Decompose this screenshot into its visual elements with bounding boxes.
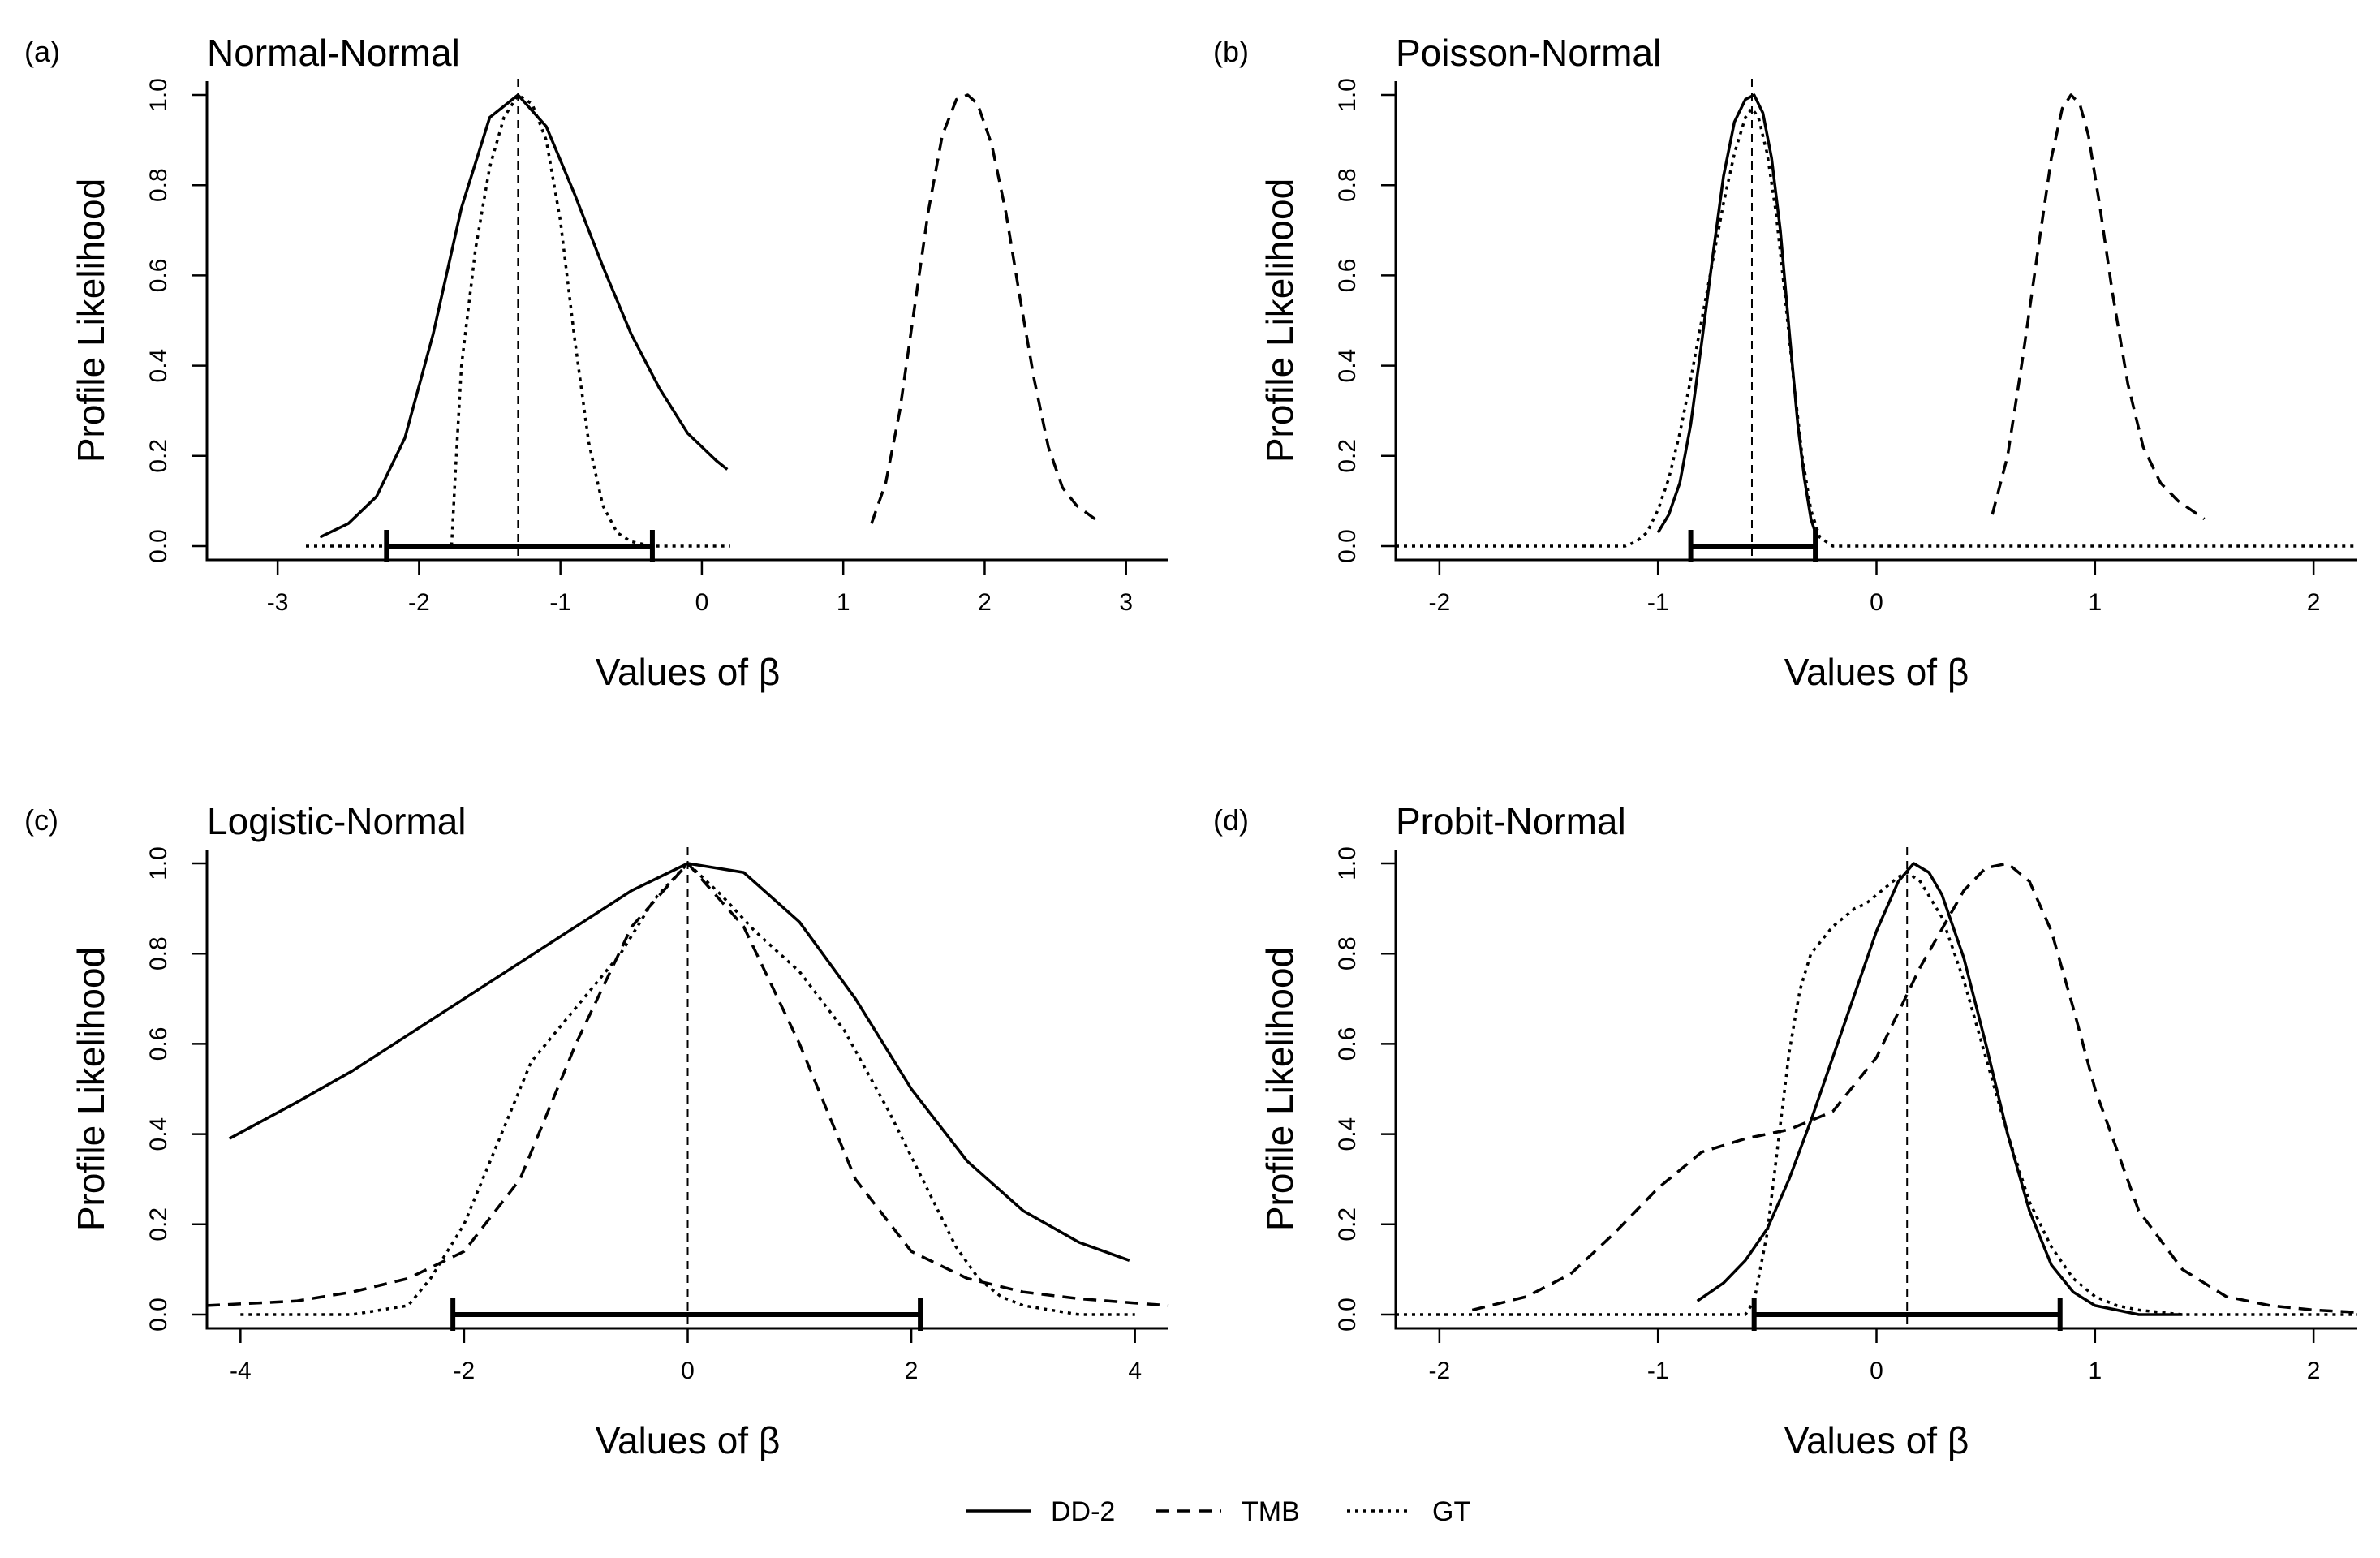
y-tick-label: 0.0 (145, 529, 172, 563)
panel-letter: (c) (24, 803, 58, 837)
x-tick-label: 0 (681, 1358, 695, 1384)
legend-label-gt: GT (1432, 1496, 1470, 1527)
series-dd-2-line (1696, 862, 2183, 1316)
x-tick-label: 1 (2088, 589, 2102, 616)
y-tick-label: 0.0 (145, 1298, 172, 1332)
y-tick-label: 0.4 (1334, 1117, 1361, 1151)
y-tick-label: 0.0 (1334, 529, 1361, 563)
y-tick-label: 0.4 (1334, 349, 1361, 383)
y-tick-label: 0.4 (145, 1117, 172, 1151)
legend-label-dd2: DD-2 (1051, 1496, 1115, 1527)
x-tick-label: 4 (1128, 1358, 1142, 1384)
x-tick-label: -2 (1429, 589, 1451, 616)
legend: DD-2 TMB GT (966, 1496, 1470, 1527)
x-tick-label: 1 (837, 589, 850, 616)
panel-c: (c) Logistic-Normal -4 -2 0 2 4 0.0 0.2 0.4 0.6 0.8… (24, 800, 1169, 1461)
y-tick-label: 1.0 (145, 78, 172, 112)
panel-letter: (a) (24, 35, 60, 68)
x-axis-label: Values of β (1784, 651, 1969, 693)
y-tick-label: 0.8 (1334, 168, 1361, 202)
x-tick-label: -1 (549, 589, 571, 616)
x-tick-label: 0 (1870, 1358, 1883, 1384)
x-tick-label: -2 (454, 1358, 476, 1384)
panel-title: Probit-Normal (1396, 800, 1626, 842)
y-axis-label: Profile Likelihood (1259, 179, 1301, 463)
x-tick-label: 2 (2307, 589, 2321, 616)
panel-title: Poisson-Normal (1396, 32, 1661, 74)
y-tick-label: 0.2 (1334, 1207, 1361, 1242)
panel-letter: (d) (1213, 803, 1249, 837)
y-tick-label: 0.6 (145, 259, 172, 293)
panel-letter: (b) (1213, 35, 1249, 68)
x-tick-label: -2 (1429, 1358, 1451, 1384)
y-tick-label: 0.2 (1334, 439, 1361, 473)
y-tick-label: 0.4 (145, 349, 172, 383)
series-gt-line (1396, 871, 2357, 1316)
y-tick-label: 0.8 (145, 936, 172, 971)
panel-b: (b) Poisson-Normal -2 -1 0 1 2 0.0 0.2 0.4 0.6 0.8 1… (1213, 32, 2357, 693)
y-tick-label: 1.0 (145, 846, 172, 880)
panel-a: (a) Normal-Normal -3 -2 -1 0 1 2 3 0.0 0.2 0.4 0.6 0.… (24, 32, 1168, 693)
y-tick-label: 1.0 (1334, 78, 1361, 112)
x-axis-label: Values of β (596, 1419, 781, 1461)
panel-title: Normal-Normal (207, 32, 460, 74)
y-tick-label: 0.2 (145, 439, 172, 473)
y-tick-label: 0.0 (1334, 1298, 1361, 1332)
x-tick-label: -3 (267, 589, 289, 616)
y-tick-label: 0.8 (145, 168, 172, 202)
legend-label-tmb: TMB (1242, 1496, 1300, 1527)
series-tmb-line (870, 93, 1096, 524)
x-tick-label: -1 (1647, 589, 1669, 616)
x-tick-label: 1 (2088, 1358, 2102, 1384)
series-dd-2-line (1656, 93, 1817, 534)
y-tick-label: 0.2 (145, 1207, 172, 1242)
x-axis-label: Values of β (596, 651, 781, 693)
series-tmb-line (206, 862, 1169, 1307)
series-gt-line (306, 93, 730, 548)
y-tick-label: 1.0 (1334, 846, 1361, 880)
x-tick-label: 0 (1870, 589, 1883, 616)
y-tick-label: 0.6 (145, 1027, 172, 1061)
x-tick-label: 2 (905, 1358, 919, 1384)
x-tick-label: 0 (695, 589, 709, 616)
x-tick-label: 3 (1119, 589, 1133, 616)
x-axis-label: Values of β (1784, 1419, 1969, 1461)
series-tmb-line (1991, 93, 2206, 521)
series-dd-2-line (228, 862, 1130, 1262)
y-tick-label: 0.6 (1334, 259, 1361, 293)
panel-title: Logistic-Normal (207, 800, 467, 842)
series-gt-line (240, 862, 1135, 1316)
x-tick-label: 2 (2307, 1358, 2321, 1384)
y-tick-label: 0.6 (1334, 1027, 1361, 1061)
x-tick-label: -1 (1647, 1358, 1669, 1384)
y-tick-label: 0.8 (1334, 936, 1361, 971)
x-tick-label: -4 (230, 1358, 252, 1384)
series-gt-line (1396, 106, 2357, 548)
y-axis-label: Profile Likelihood (1259, 947, 1301, 1231)
x-tick-label: 2 (978, 589, 992, 616)
series-tmb-line (1471, 862, 2358, 1314)
x-tick-label: -2 (408, 589, 430, 616)
y-axis-label: Profile Likelihood (70, 947, 112, 1231)
panel-d: (d) Probit-Normal -2 -1 0 1 2 0.0 0.2 0.4 0.6 0.8 1.… (1213, 800, 2358, 1461)
y-axis-label: Profile Likelihood (70, 179, 112, 463)
series-dd-2-line (319, 93, 729, 539)
